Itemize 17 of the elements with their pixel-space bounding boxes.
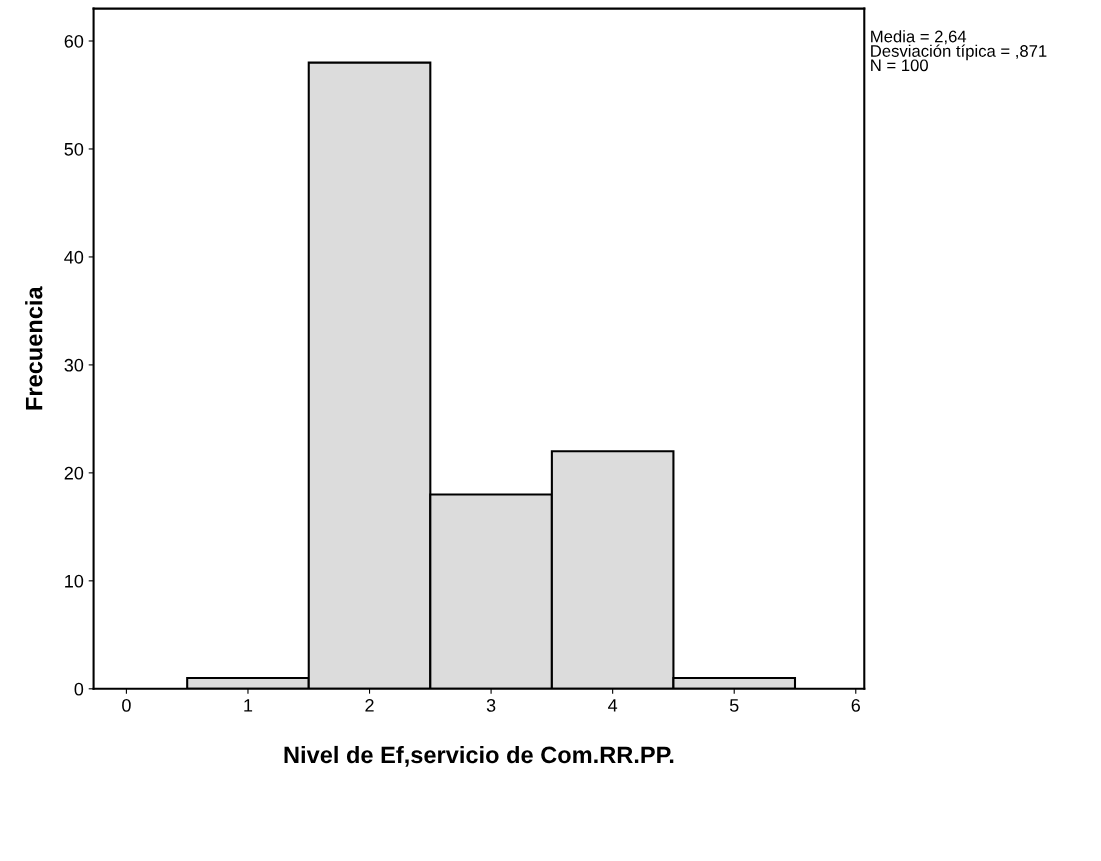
- x-tick-label: 2: [365, 699, 374, 712]
- y-tick-label: 0: [74, 682, 84, 696]
- y-tick-label: 10: [65, 574, 84, 588]
- x-tick-label: 6: [851, 699, 860, 712]
- y-tick-label: 40: [64, 250, 84, 264]
- y-tick-label: 50: [64, 142, 84, 156]
- x-tick-label: 3: [486, 699, 496, 712]
- x-tick-label: 0: [122, 699, 131, 712]
- x-tick-label: 1: [244, 699, 253, 712]
- text: Media = 2,64 Desviación típica = ,871 N = 100: [871, 30, 1047, 72]
- y-axis-title: Frecuencia: [25, 286, 43, 410]
- y-tick-label: 60: [64, 34, 84, 48]
- x-tick-label: 5: [729, 699, 739, 712]
- x-tick-label: 4: [608, 699, 618, 712]
- y-tick-label: 30: [64, 358, 84, 372]
- y-tick-label: 20: [64, 466, 84, 480]
- x-axis-title: Nivel de Ef,servicio de Com.RR.PP.: [284, 745, 674, 767]
